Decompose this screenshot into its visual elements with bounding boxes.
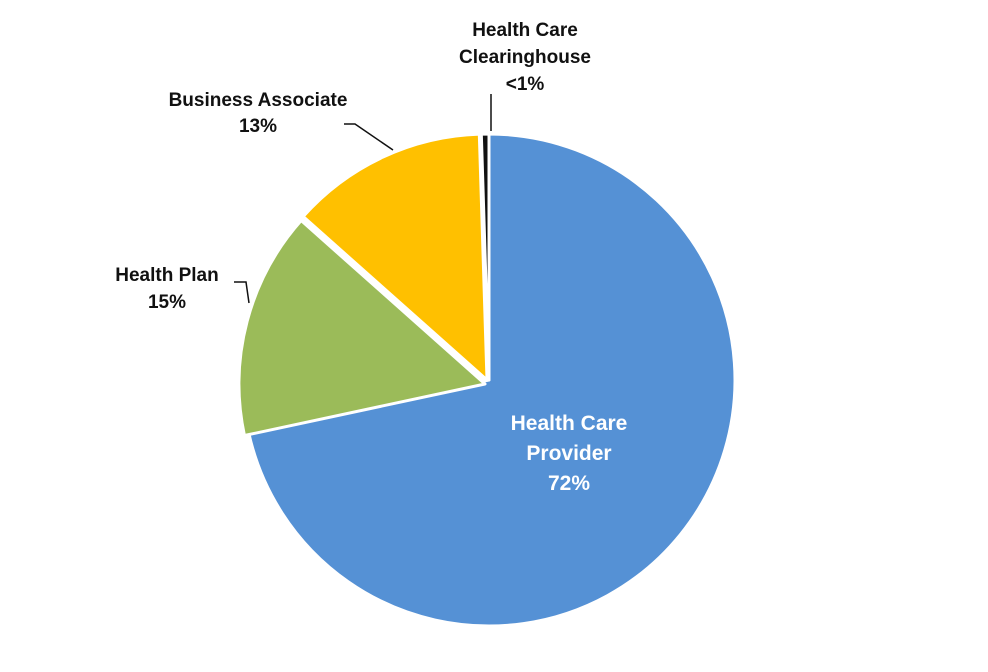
leader-line-health-plan: [234, 281, 250, 304]
pie-slice-business-associate: [301, 132, 489, 382]
pie-slice-health-care-clearinghouse: [479, 132, 491, 382]
data-label-business-associate: Business Associate 13%: [169, 90, 348, 137]
leader-line-business-associate: [344, 123, 394, 151]
data-label-health-care-provider: Health Care Provider 72%: [511, 412, 628, 495]
data-label-health-plan: Health Plan 15%: [115, 265, 218, 313]
pie-slice-health-plan: [237, 219, 487, 438]
pie-slice-health-care-provider: [246, 132, 737, 628]
data-label-health-care-clearinghouse: Health Care Clearinghouse <1%: [459, 20, 591, 95]
